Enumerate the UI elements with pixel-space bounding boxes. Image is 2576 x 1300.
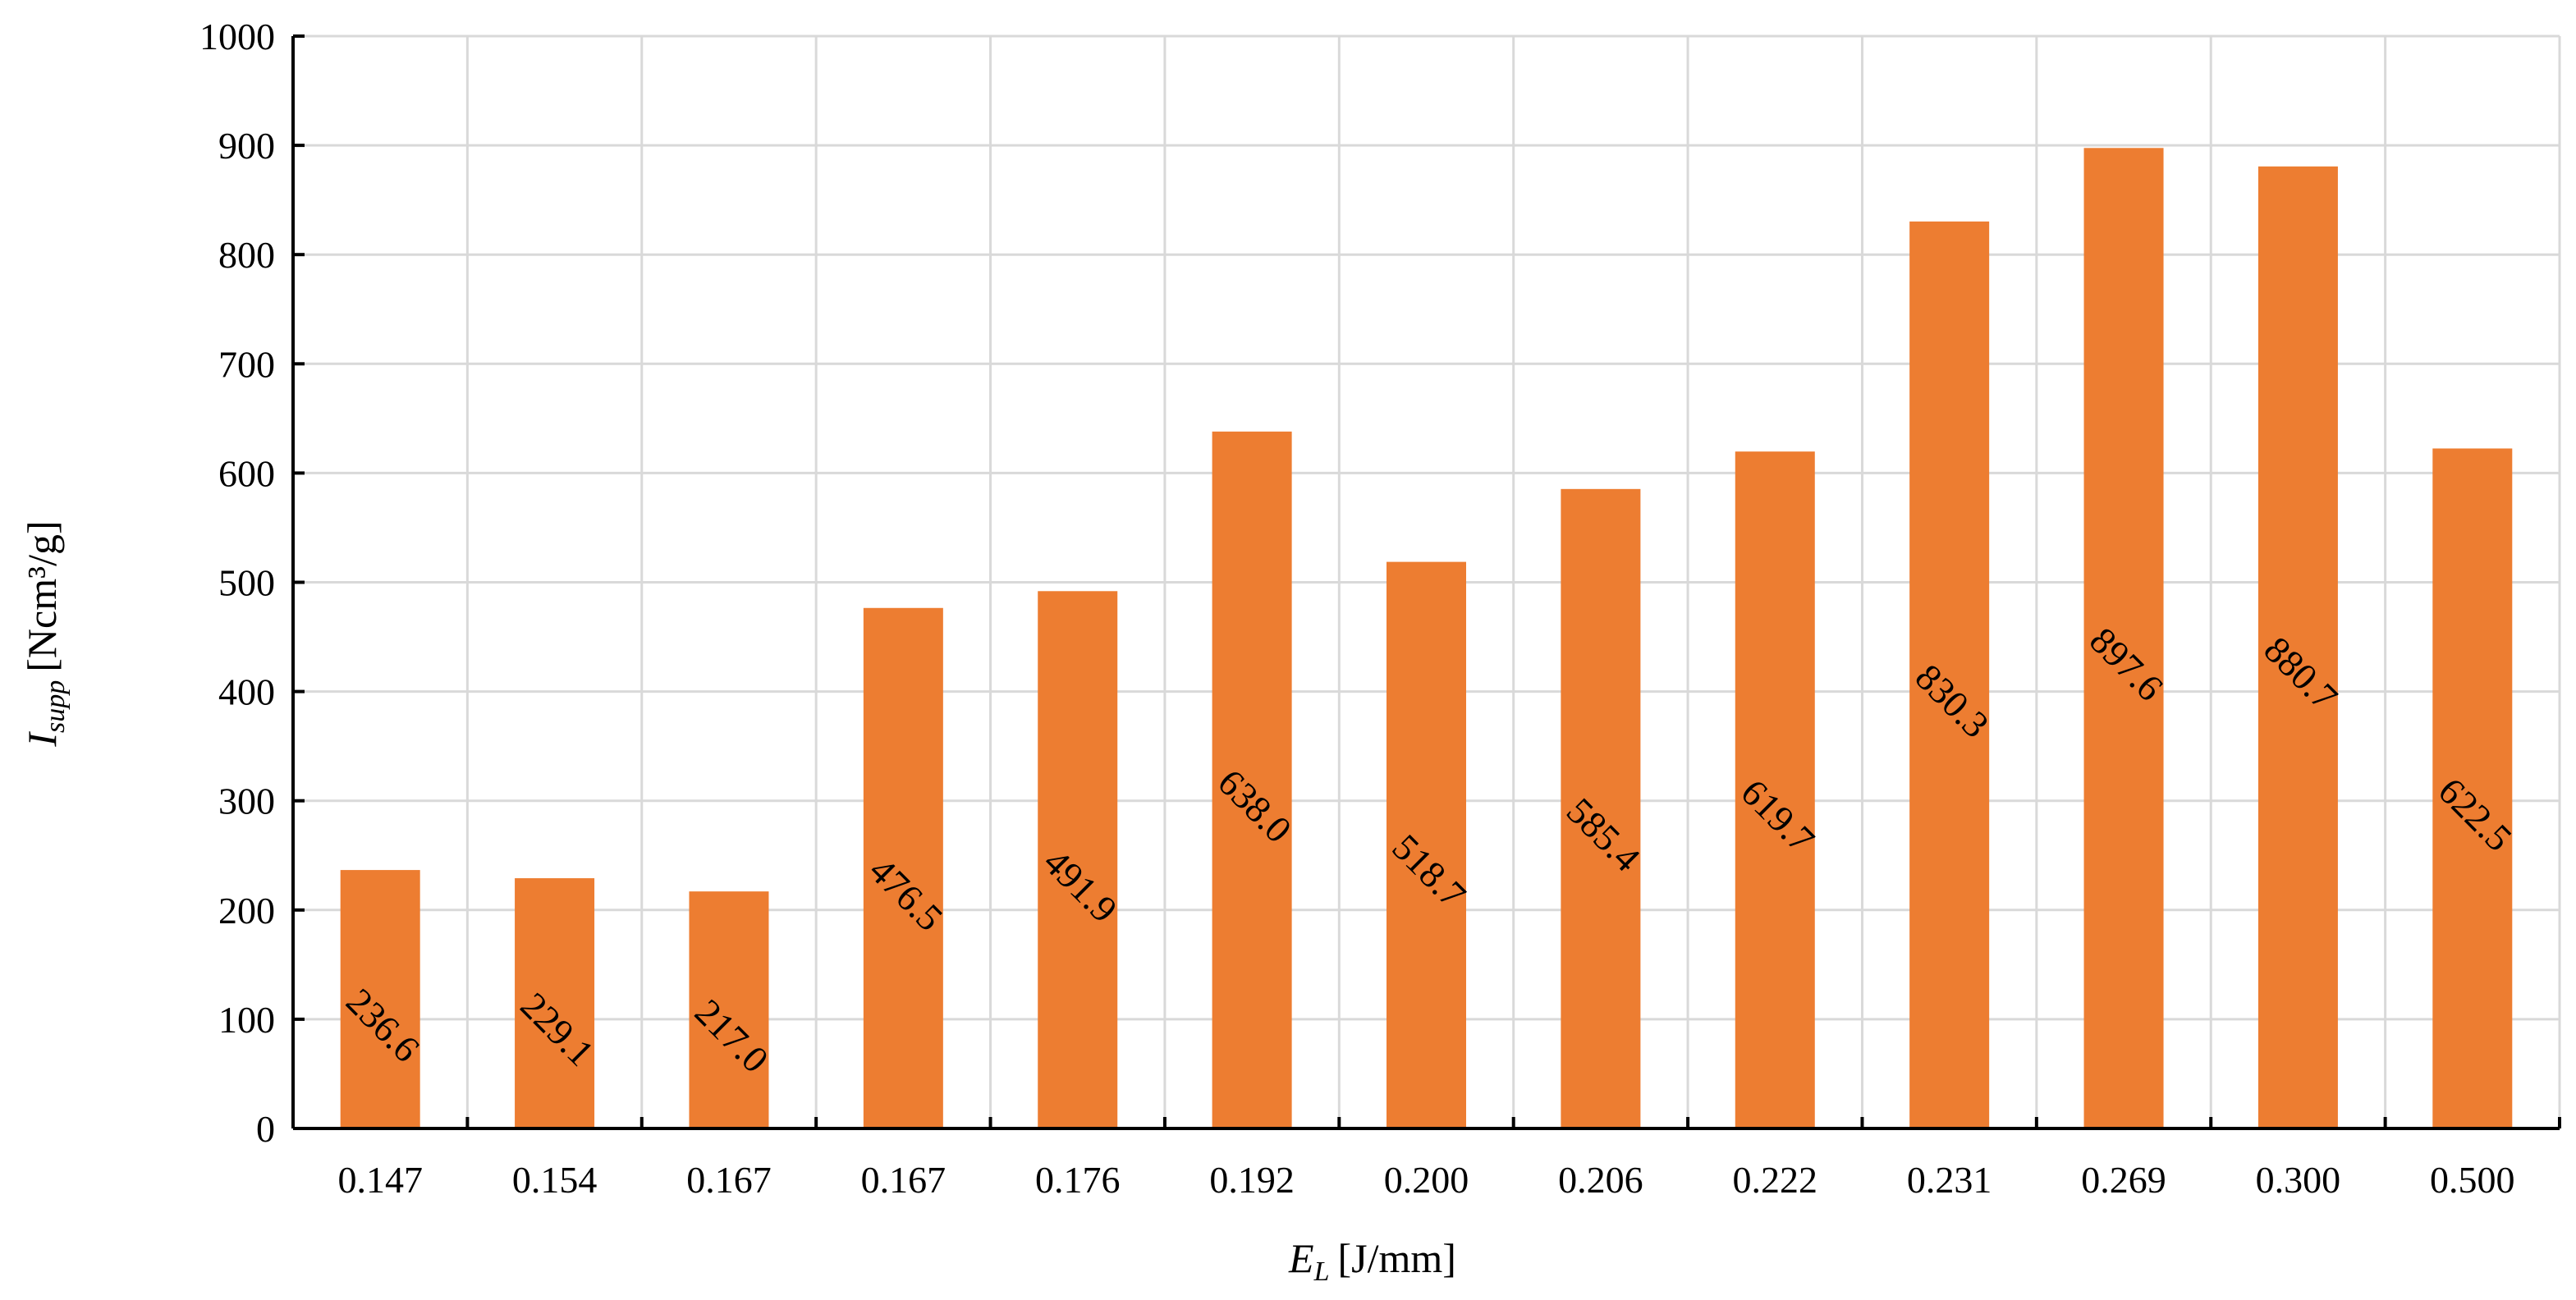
bar [1212,431,1292,1128]
y-tick-label: 400 [218,671,275,713]
bar [1038,591,1118,1128]
y-tick-label: 700 [218,343,275,385]
y-tick-label: 500 [218,562,275,604]
x-axis-title: EL [J/mm] [1288,1235,1456,1287]
y-tick-label: 800 [218,234,275,276]
x-tick-label: 0.167 [861,1159,947,1201]
bar [1735,451,1815,1128]
x-tick-label: 0.154 [512,1159,598,1201]
x-tick-label: 0.222 [1733,1159,1818,1201]
y-axis-title: Isupp[Ncm³/g] [19,520,71,747]
bar [340,870,420,1128]
y-tick-label: 900 [218,125,275,167]
y-tick-label: 1000 [199,16,275,57]
x-tick-label: 0.200 [1384,1159,1469,1201]
x-tick-label: 0.269 [2081,1159,2166,1201]
bar [863,607,943,1128]
bar [689,891,769,1128]
bar [515,878,595,1128]
y-tick-label: 200 [218,890,275,932]
bar [2432,448,2513,1128]
bar [1561,488,1641,1128]
bars [340,148,2513,1128]
x-tick-label: 0.500 [2430,1159,2515,1201]
bar [2257,166,2338,1128]
y-tick-label: 0 [256,1108,275,1150]
x-tick-label: 0.192 [1209,1159,1295,1201]
x-tick-label: 0.300 [2256,1159,2341,1201]
y-tick-label: 300 [218,780,275,822]
axes [291,34,2561,1130]
y-tick-label: 100 [218,999,275,1041]
bar [1387,561,1466,1128]
y-tick-label: 600 [218,452,275,494]
bar [2083,148,2164,1128]
x-tick-label: 0.167 [686,1159,772,1201]
x-tick-label: 0.231 [1907,1159,1992,1201]
x-tick-label: 0.206 [1558,1159,1643,1201]
grid-lines [293,34,2561,1128]
x-tick-label: 0.147 [337,1159,423,1201]
x-tick-label: 0.176 [1035,1159,1121,1201]
bar [1909,221,1990,1128]
tick-labels: 0.147 0.154 0.167 0.167 0.176 0.192 0.200 0.206… [199,16,2515,1201]
